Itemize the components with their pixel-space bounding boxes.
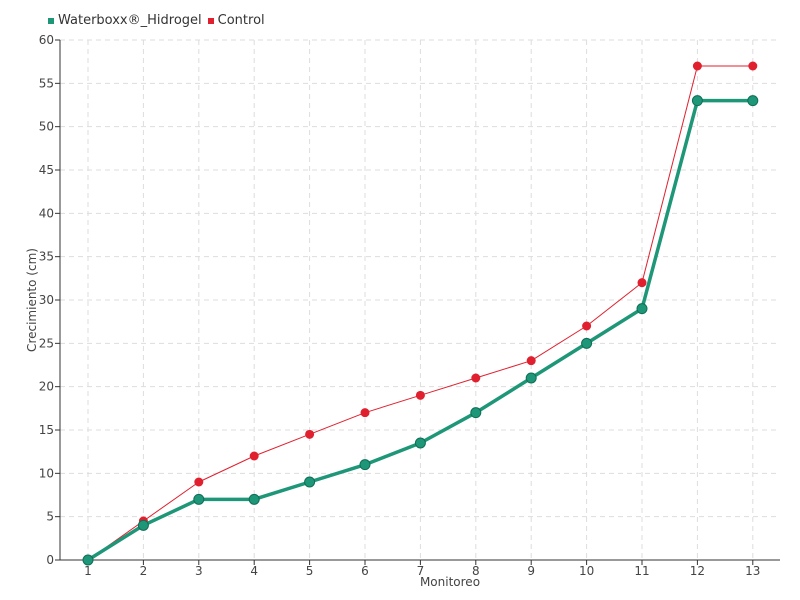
y-tick-label: 40 (39, 206, 54, 220)
x-tick-label: 3 (195, 564, 203, 578)
x-tick-label: 5 (306, 564, 314, 578)
data-point-control[interactable] (249, 451, 259, 461)
data-point-waterboxx[interactable] (747, 95, 759, 107)
y-tick-label: 0 (46, 553, 54, 567)
y-tick-label: 5 (46, 510, 54, 524)
y-tick-label: 45 (39, 163, 54, 177)
x-tick-label: 4 (250, 564, 258, 578)
grid-lines (60, 39, 780, 560)
data-point-waterboxx[interactable] (525, 372, 537, 384)
legend-swatch-control (207, 17, 214, 24)
legend-label-control: Control (217, 13, 265, 28)
data-point-control[interactable] (194, 477, 204, 487)
x-tick-label: 2 (140, 564, 148, 578)
data-point-waterboxx[interactable] (304, 476, 316, 488)
x-tick-label: 6 (361, 564, 369, 578)
y-tick-label: 15 (39, 423, 54, 437)
data-point-control[interactable] (471, 373, 481, 383)
data-point-waterboxx[interactable] (470, 407, 482, 419)
data-point-control[interactable] (360, 408, 370, 418)
data-point-waterboxx[interactable] (359, 459, 371, 471)
axes (55, 39, 780, 565)
x-tick-label: 10 (579, 564, 594, 578)
data-point-waterboxx[interactable] (691, 95, 703, 107)
x-tick-label: 11 (634, 564, 649, 578)
data-point-waterboxx[interactable] (636, 303, 648, 315)
data-point-control[interactable] (582, 321, 592, 331)
legend-item-control[interactable]: Control (207, 13, 265, 28)
legend-swatch-waterboxx (48, 17, 54, 24)
x-axis-title: Monitoreo (420, 575, 480, 589)
data-point-waterboxx[interactable] (193, 493, 205, 505)
y-tick-label: 60 (39, 33, 54, 47)
x-tick-label: 9 (527, 564, 535, 578)
data-point-control[interactable] (415, 390, 425, 400)
y-tick-label: 50 (39, 120, 54, 134)
y-tick-label: 25 (39, 336, 54, 350)
y-tick-labels: 0 5 10 15 20 25 30 35 40 45 50 55 60 (39, 33, 54, 567)
x-tick-label: 13 (745, 564, 760, 578)
y-tick-label: 30 (39, 293, 54, 307)
x-tick-labels: 1 2 3 4 5 6 7 8 9 10 11 12 13 (84, 564, 760, 578)
x-tick-label: 1 (84, 564, 92, 578)
x-tick-label: 7 (417, 564, 425, 578)
data-point-waterboxx[interactable] (248, 493, 260, 505)
data-point-waterboxx[interactable] (137, 519, 149, 531)
y-tick-label: 55 (39, 76, 54, 90)
data-point-control[interactable] (692, 61, 702, 71)
data-point-control[interactable] (305, 429, 315, 439)
x-tick-label: 8 (472, 564, 480, 578)
y-tick-label: 20 (39, 380, 54, 394)
data-point-waterboxx[interactable] (82, 554, 94, 566)
data-point-waterboxx[interactable] (581, 337, 593, 349)
y-tick-label: 35 (39, 250, 54, 264)
legend-item-waterboxx[interactable]: Waterboxx®_Hidrogel (48, 13, 202, 28)
series-group (82, 61, 759, 566)
legend: Waterboxx®_Hidrogel Control (48, 13, 271, 28)
data-point-control[interactable] (526, 356, 536, 366)
data-point-control[interactable] (748, 61, 758, 71)
data-point-waterboxx[interactable] (414, 437, 426, 449)
legend-label-waterboxx: Waterboxx®_Hidrogel (58, 13, 202, 28)
data-point-control[interactable] (637, 278, 647, 288)
y-axis-title: Crecimiento (cm) (25, 248, 39, 352)
x-tick-label: 12 (690, 564, 705, 578)
y-tick-label: 10 (39, 466, 54, 480)
